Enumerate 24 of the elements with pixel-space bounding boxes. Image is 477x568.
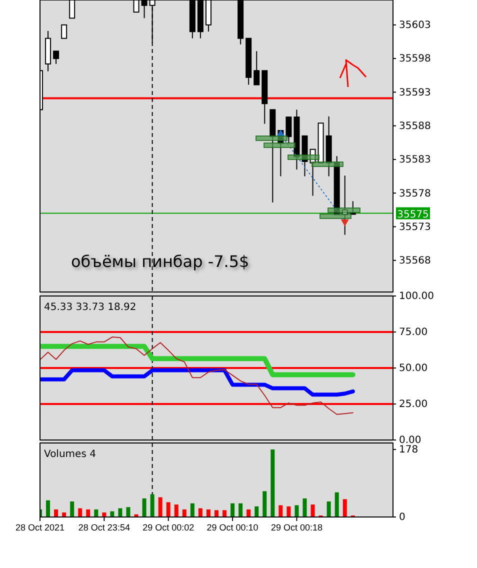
y-tick-label: 50.00 [399,363,428,374]
x-tick-label: 29 Oct 00:02 [142,522,194,532]
y-tick-label: 35598 [399,54,431,65]
y-tick-label: 178 [399,444,418,456]
x-tick-label: 29 Oct 00:18 [270,522,322,532]
y-tick-label: 35568 [399,256,431,267]
y-tick-label: 0.00 [399,435,422,446]
y-tick-label: 35603 [399,20,431,32]
y-tick-label: 35583 [399,154,431,166]
x-tick-label: 29 Oct 00:10 [206,522,258,532]
y-tick-label: 35578 [399,188,431,200]
y-tick-label: 0 [399,512,406,524]
x-tick-label: 28 Oct 2021 [15,522,65,532]
text: 45.33 33.73 18.92 [44,302,136,313]
annotation: объёмы пинбар -7.5$ [71,252,250,271]
x-tick-label: 28 Oct 23:54 [78,522,130,532]
y-tick-label: 35588 [399,121,431,132]
y-tick-label: 75.00 [399,327,428,338]
y-tick-label: 35573 [399,222,431,233]
ref-line-label: 35575 [397,209,429,220]
y-tick-label: 35593 [399,87,431,98]
text: Volumes 4 [44,449,96,460]
y-tick-label: 25.00 [399,399,428,410]
y-tick-label: 100.00 [399,291,434,302]
